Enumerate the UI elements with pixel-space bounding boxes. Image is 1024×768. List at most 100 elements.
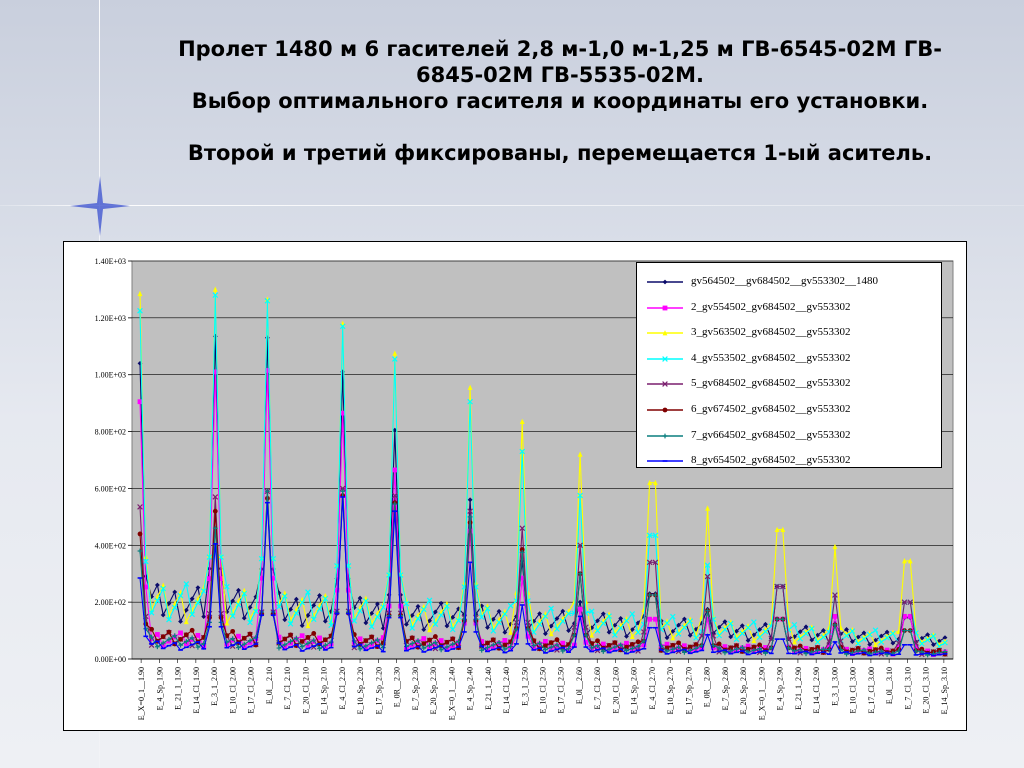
series-point (664, 620, 670, 626)
series-point (855, 640, 861, 647)
series-point (409, 641, 415, 646)
series-point (612, 632, 618, 638)
series-point (450, 614, 456, 620)
series-point (925, 632, 931, 638)
series-point (265, 368, 270, 373)
series-point (792, 645, 797, 651)
series-point (172, 589, 178, 595)
series-point (311, 637, 317, 643)
series-point (797, 643, 803, 649)
series-point (137, 504, 143, 510)
x-tick-label: E_0R__2.30 (393, 667, 402, 707)
series-point (241, 615, 247, 621)
series-point (536, 621, 543, 628)
series-point (392, 501, 398, 507)
series-point (913, 644, 919, 650)
series-point (427, 642, 432, 648)
x-tick-label: E_21_1_2.90 (794, 667, 803, 710)
series-point (357, 636, 363, 642)
series-point (496, 639, 502, 645)
series-point (548, 630, 554, 637)
series-point (705, 505, 710, 511)
series-point (809, 646, 815, 652)
series-point (583, 624, 589, 630)
series-point (751, 637, 757, 644)
series-point (160, 640, 166, 646)
series-point (890, 629, 896, 635)
series-point (902, 558, 907, 564)
series-point (566, 646, 571, 652)
series-point (728, 634, 734, 640)
series-point (907, 599, 914, 605)
series-point (832, 592, 838, 598)
series-point (745, 649, 751, 655)
x-tick-label: E_20_Cl_2.60 (611, 667, 620, 713)
series-point (236, 587, 241, 593)
series-point (797, 635, 804, 642)
series-point (299, 623, 305, 628)
series-point (178, 619, 183, 624)
series-point (815, 648, 820, 653)
series-point (612, 640, 618, 646)
series-point (936, 643, 943, 650)
series-point (624, 648, 629, 654)
y-tick-label: 0.00E+00 (95, 655, 126, 664)
series-point (148, 609, 155, 616)
x-tick-label: E_X=0_1__2.40 (447, 667, 456, 720)
series-point (774, 616, 780, 622)
series-point (502, 611, 508, 617)
series-point (629, 633, 635, 639)
legend-label: 2_gv554502_gv684502__gv553302 (691, 300, 851, 313)
series-point (844, 627, 849, 632)
series-point (629, 646, 635, 651)
series-point (467, 497, 473, 503)
series-point (542, 638, 548, 644)
series-point (554, 642, 560, 648)
series-point (340, 488, 346, 494)
series-point (774, 526, 780, 533)
series-point (716, 645, 722, 651)
series-point (820, 646, 826, 652)
series-point (681, 649, 687, 655)
series-point (334, 587, 340, 593)
series-point (589, 645, 595, 651)
series-point (224, 620, 230, 626)
series-point (861, 647, 867, 653)
x-tick-label: E_17_Cl_3.00 (867, 667, 876, 713)
series-point (722, 626, 728, 633)
series-point (565, 610, 572, 617)
series-point (351, 638, 357, 644)
y-tick-label: 2.00E+02 (95, 598, 126, 607)
series-point (606, 642, 612, 648)
series-point (502, 629, 508, 635)
series-point (490, 637, 496, 643)
series-point (849, 626, 855, 633)
series-point (902, 628, 907, 633)
series-point (346, 587, 351, 593)
series-point (612, 644, 618, 650)
series-point (507, 602, 514, 609)
series-point (548, 605, 555, 612)
series-point (519, 575, 525, 581)
x-tick-label: E_17_Sp_2.20 (374, 667, 383, 714)
series-point (137, 307, 143, 314)
series-point (317, 635, 322, 641)
series-point (902, 613, 907, 619)
series-point (589, 625, 595, 631)
series-point (230, 636, 236, 642)
series-point (791, 621, 798, 628)
series-point (178, 630, 183, 636)
series-point (415, 638, 421, 644)
series-point (618, 642, 624, 648)
series-point (421, 636, 427, 641)
series-point (288, 632, 293, 638)
x-tick-label: E_7_Cl_2.60 (593, 667, 602, 709)
series-point (647, 479, 653, 486)
series-point (154, 632, 160, 637)
series-point (508, 644, 514, 649)
series-point (438, 647, 444, 653)
series-point (183, 581, 190, 587)
series-point (809, 637, 815, 643)
series-point (872, 627, 879, 634)
series-point (792, 639, 797, 645)
